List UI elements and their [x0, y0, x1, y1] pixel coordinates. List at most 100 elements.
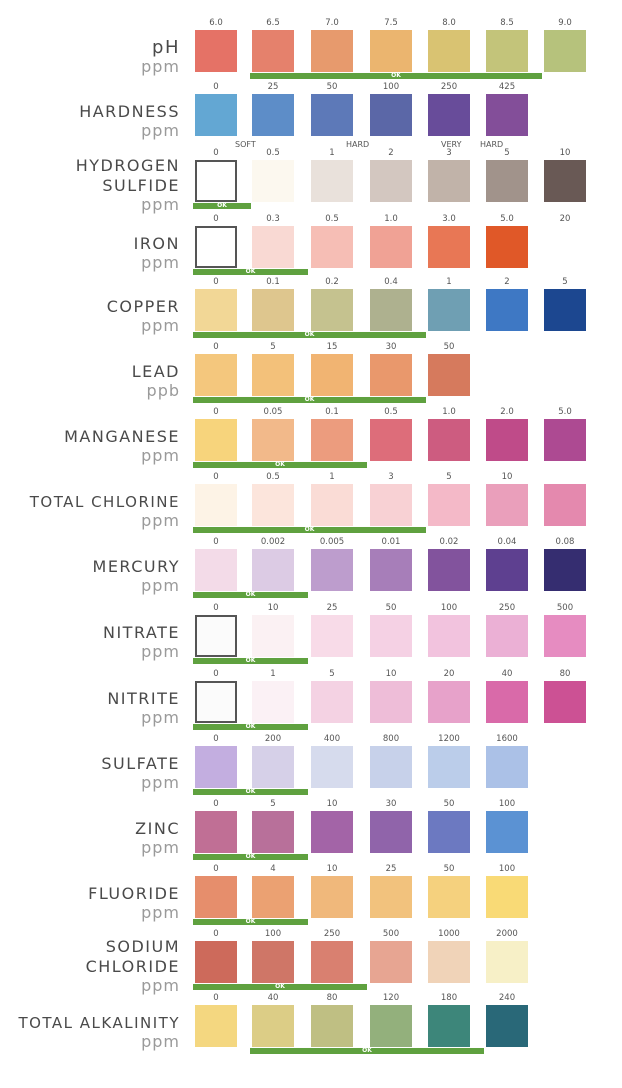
test-unit: ppm — [141, 903, 180, 922]
ok-label: OK — [275, 461, 285, 468]
value-label: 400 — [323, 734, 341, 744]
color-swatch — [252, 226, 294, 268]
test-label: NITRATE ppm — [0, 623, 180, 661]
value-label: 500 — [382, 929, 400, 939]
value-label: 100 — [264, 929, 282, 939]
ok-range-bar: OK — [193, 268, 308, 275]
color-swatch — [544, 484, 586, 526]
color-swatch — [428, 1005, 470, 1047]
color-swatch — [311, 681, 353, 723]
test-name: NITRATE — [102, 623, 180, 642]
color-swatch — [311, 941, 353, 983]
color-swatch — [486, 549, 528, 591]
color-swatch — [195, 160, 237, 202]
hardness-descriptor: HARD — [346, 140, 370, 149]
value-label: 1 — [329, 472, 335, 482]
color-swatch — [428, 746, 470, 788]
ok-label: OK — [275, 983, 285, 990]
color-swatch — [486, 615, 528, 657]
test-unit: ppm — [141, 253, 180, 272]
value-label: 3.0 — [442, 214, 456, 224]
test-unit: ppm — [141, 511, 180, 530]
test-name: HYDROGEN — [75, 156, 180, 175]
color-swatch — [195, 941, 237, 983]
ok-label: OK — [304, 526, 315, 533]
color-swatch — [428, 876, 470, 918]
color-swatch — [311, 615, 353, 657]
value-label: 8.0 — [442, 18, 456, 28]
ok-range-bar: OK — [250, 72, 542, 79]
test-name: SODIUM — [105, 937, 180, 956]
value-label: 5 — [504, 148, 510, 158]
color-swatch — [195, 94, 237, 136]
value-label: 1 — [329, 148, 335, 158]
value-label: 0 — [213, 537, 219, 547]
color-swatch — [428, 811, 470, 853]
value-label: 25 — [326, 603, 338, 613]
test-unit: ppm — [141, 708, 180, 727]
ok-range-bar: OK — [193, 657, 308, 664]
test-name: LEAD — [131, 362, 180, 381]
value-label: 240 — [498, 993, 516, 1003]
value-label: 100 — [498, 799, 516, 809]
color-swatch — [252, 1005, 294, 1047]
color-swatch — [370, 484, 412, 526]
color-swatch — [486, 811, 528, 853]
value-label: 2000 — [496, 929, 518, 939]
value-label: 180 — [440, 993, 458, 1003]
value-label: 0 — [213, 82, 219, 92]
ok-range-bar: OK — [193, 788, 308, 795]
value-label: 50 — [443, 799, 455, 809]
ok-range-bar: OK — [193, 853, 308, 860]
value-label: 1 — [270, 669, 276, 679]
value-label: 0.02 — [439, 537, 459, 547]
value-label: 0.002 — [260, 537, 286, 547]
color-swatch — [428, 549, 470, 591]
ok-range-bar: OK — [193, 461, 367, 468]
ok-label: OK — [245, 657, 256, 664]
color-swatch — [486, 226, 528, 268]
color-swatch — [252, 484, 294, 526]
value-label: 5 — [446, 472, 452, 482]
color-swatch — [544, 549, 586, 591]
value-label: 0 — [213, 277, 219, 287]
value-label: 0 — [213, 472, 219, 482]
value-label: 0.5 — [384, 407, 398, 417]
value-label: 50 — [326, 82, 338, 92]
value-label: 25 — [385, 864, 397, 874]
color-swatch — [544, 160, 586, 202]
value-label: 0 — [213, 799, 219, 809]
ok-label: OK — [245, 918, 256, 925]
ok-range-bar: OK — [193, 396, 426, 403]
color-swatch — [486, 1005, 528, 1047]
value-label: 7.0 — [325, 18, 339, 28]
test-unit: ppm — [141, 316, 180, 335]
color-swatch — [486, 941, 528, 983]
color-swatch — [252, 746, 294, 788]
color-swatch — [544, 681, 586, 723]
value-label: 80 — [326, 993, 338, 1003]
value-label: 5.0 — [500, 214, 514, 224]
value-label: 5 — [329, 669, 335, 679]
value-label: 0 — [213, 407, 219, 417]
value-label: 80 — [559, 669, 571, 679]
value-label: 0.01 — [381, 537, 401, 547]
value-label: 30 — [385, 799, 397, 809]
value-label: 0 — [213, 669, 219, 679]
value-label: 50 — [443, 342, 455, 352]
test-name: CHLORIDE — [85, 957, 180, 976]
value-label: 0.005 — [319, 537, 345, 547]
test-label: NITRITE ppm — [0, 689, 180, 727]
color-swatch — [195, 615, 237, 657]
color-swatch — [370, 811, 412, 853]
color-swatch — [370, 681, 412, 723]
color-swatch — [370, 615, 412, 657]
value-label: 1200 — [438, 734, 460, 744]
color-swatch — [370, 419, 412, 461]
color-swatch — [252, 811, 294, 853]
value-label: 0.5 — [266, 148, 280, 158]
color-swatch — [195, 811, 237, 853]
value-label: 40 — [501, 669, 513, 679]
test-unit: ppm — [141, 121, 180, 140]
test-name: MANGANESE — [64, 427, 180, 446]
